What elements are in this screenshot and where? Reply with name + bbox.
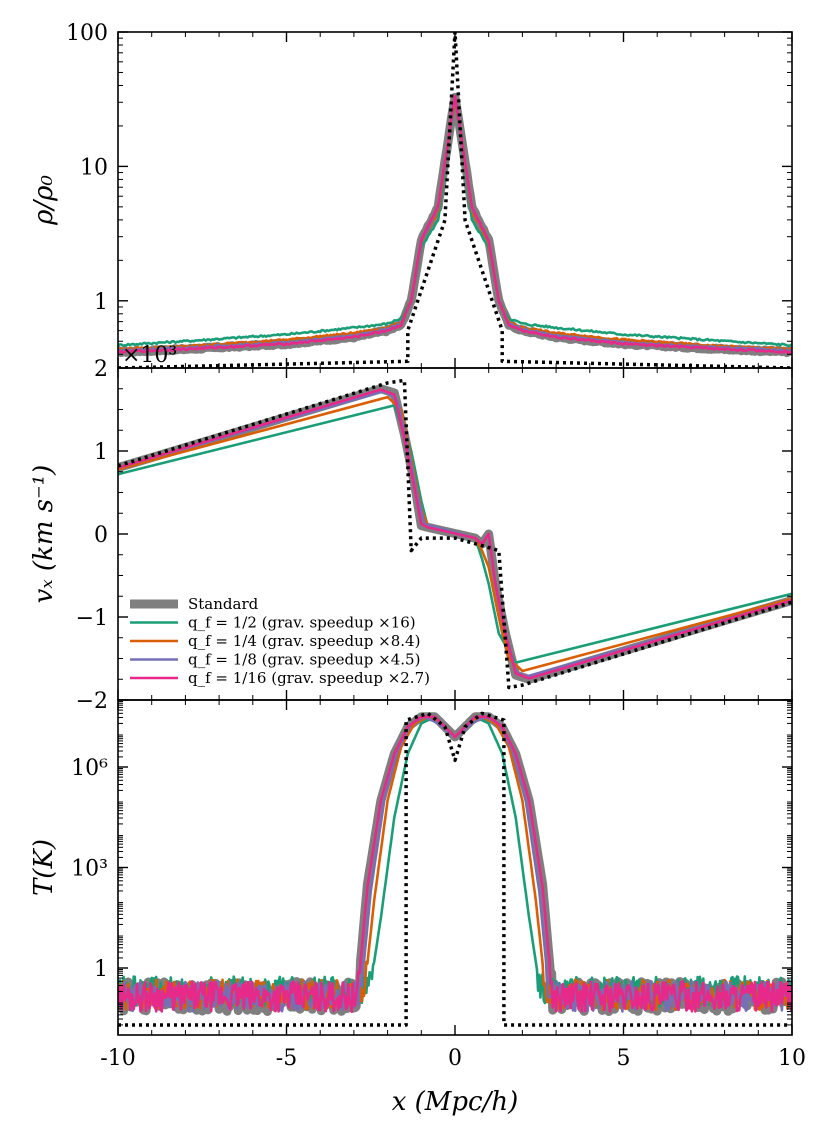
series-line-5 [118, 711, 792, 1027]
series-line-4 [118, 388, 792, 680]
series-line-4 [118, 95, 792, 355]
y-tick-label: 0 [94, 523, 108, 548]
y-axis-label: T(K) [29, 839, 59, 896]
y-tick-label: 1 [94, 957, 108, 982]
y-tick-label: −1 [76, 606, 108, 631]
x-tick-label: -10 [100, 1046, 135, 1071]
y-tick-label: 10 [80, 155, 108, 180]
y-tick-label: 100 [66, 21, 108, 46]
y-tick-label: 10⁶ [71, 756, 108, 781]
series-line-0 [118, 92, 792, 358]
series-line-3 [118, 96, 792, 353]
series-line-2 [118, 97, 792, 352]
y-tick-label: 10³ [71, 857, 108, 882]
series-line-1 [118, 97, 792, 348]
legend-label-4: q_f = 1/16 (grav. speedup ×2.7) [188, 669, 430, 687]
series-line-5 [118, 378, 792, 690]
y-axis-label: ρ/ρ₀ [29, 175, 59, 226]
x-axis-label: x (Mpc/h) [392, 1087, 519, 1117]
x-tick-label: 0 [448, 1046, 462, 1071]
legend-label-1: q_f = 1/2 (grav. speedup ×16) [188, 614, 416, 632]
series-lines [118, 711, 792, 1027]
y-tick-label: 2 [94, 357, 108, 382]
y-axis-label: vₓ (km s⁻¹) [29, 465, 59, 604]
series-lines [118, 32, 792, 368]
panel-density: 1 10 100 ρ/ρ₀ ×10³ [29, 21, 793, 369]
series-line-5 [118, 32, 792, 368]
legend-label-3: q_f = 1/8 (grav. speedup ×4.5) [188, 651, 420, 669]
y-tick-label: 1 [94, 290, 108, 315]
panel-velocity: −2 −1 0 1 2 vₓ (km s⁻¹) [29, 357, 793, 714]
panel-frame [117, 31, 793, 369]
offset-text: ×10³ [122, 343, 177, 368]
legend-label-2: q_f = 1/4 (grav. speedup ×8.4) [188, 632, 420, 650]
panel-temperature: 1 10³ 10⁶ T(K) [29, 699, 793, 1036]
x-tick-label: 5 [617, 1046, 631, 1071]
x-tick-label: -5 [276, 1046, 297, 1071]
series-lines [118, 378, 792, 690]
x-tick-label: 10 [778, 1046, 806, 1071]
y-tick-label: −2 [76, 689, 108, 714]
y-tick-label: 1 [94, 440, 108, 465]
series-line-4 [118, 715, 792, 1013]
legend-label-0: Standard [188, 595, 259, 613]
